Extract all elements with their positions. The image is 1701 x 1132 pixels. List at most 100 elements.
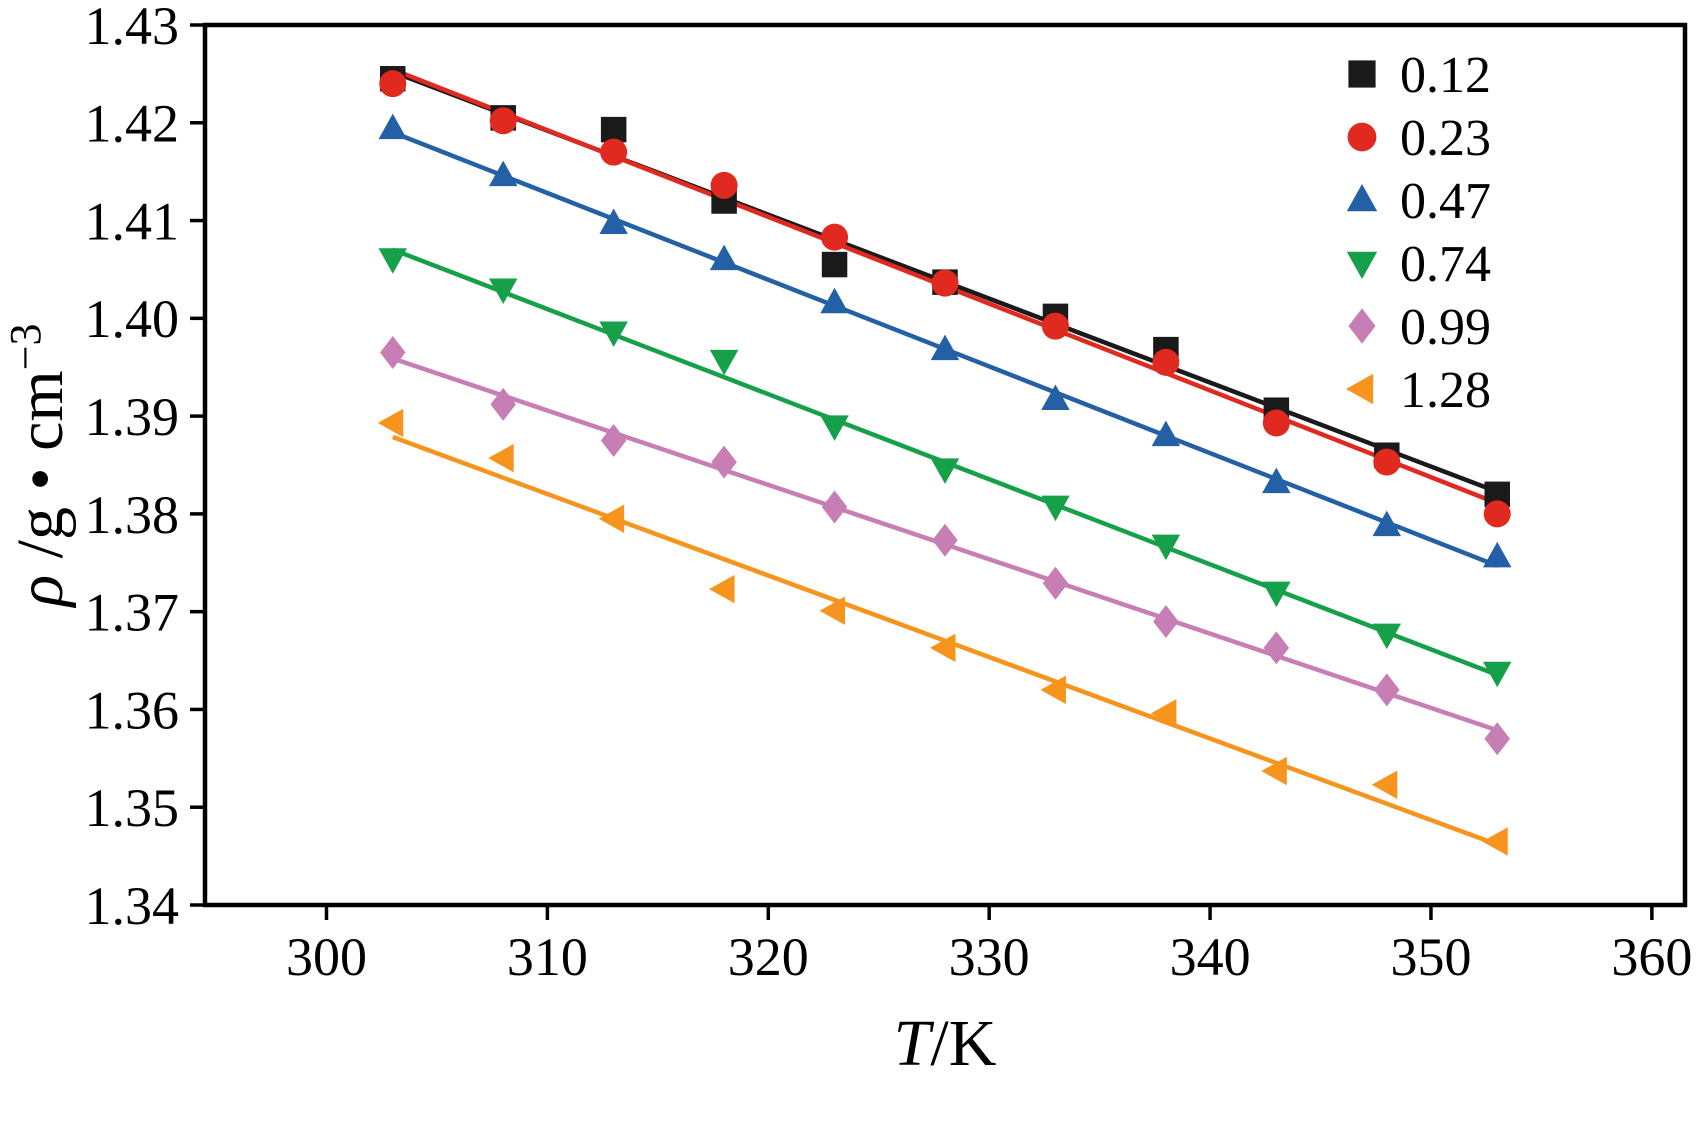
marker-0.47 — [709, 244, 739, 271]
x-tick-label: 360 — [1611, 927, 1692, 987]
marker-1.28 — [377, 408, 404, 438]
legend-entry-1.28: 1.28 — [1346, 362, 1491, 419]
plot-frame — [202, 22, 1688, 908]
legend-entry-0.12: 0.12 — [1348, 47, 1491, 104]
marker-1.28 — [1482, 827, 1508, 856]
x-tick-label: 310 — [507, 927, 588, 987]
marker-0.99 — [821, 490, 848, 524]
series-markers-0.99 — [380, 336, 1510, 756]
marker-0.47 — [1041, 384, 1070, 410]
legend-label: 0.12 — [1400, 47, 1491, 104]
legend-entry-0.99: 0.99 — [1348, 299, 1491, 356]
marker-1.28 — [1150, 699, 1177, 728]
x-axis-label: T/K — [894, 1007, 997, 1080]
y-tick-label: 1.35 — [85, 778, 180, 838]
legend-label: 0.47 — [1400, 173, 1491, 230]
marker-0.99 — [1263, 631, 1290, 665]
x-tick-label: 300 — [286, 927, 367, 987]
marker-0.23 — [1152, 348, 1180, 376]
marker-0.74 — [488, 278, 518, 304]
marker-0.99 — [1484, 722, 1510, 756]
marker-0.23 — [379, 70, 407, 98]
marker-0.23 — [1373, 448, 1401, 476]
marker-0.99 — [490, 387, 516, 421]
legend-label: 0.74 — [1400, 236, 1491, 293]
marker-1.28 — [930, 633, 956, 663]
y-tick-label: 1.36 — [85, 680, 180, 740]
marker-0.74 — [1262, 581, 1291, 608]
marker-0.23 — [1041, 312, 1069, 340]
legend-label: 1.28 — [1400, 362, 1491, 419]
marker-0.74 — [1482, 661, 1512, 688]
marker-1.28 — [488, 443, 514, 473]
marker-0.47 — [930, 334, 960, 361]
marker-0.47 — [1482, 541, 1512, 568]
marker-1.28 — [1040, 675, 1066, 705]
legend: 0.12 0.23 0.47 0.74 0.99 1.28 — [1346, 47, 1491, 419]
marker-0.23 — [600, 138, 628, 166]
marker-0.23 — [1483, 500, 1511, 528]
marker-0.99 — [1374, 673, 1400, 707]
series-markers-0.47 — [378, 113, 1512, 568]
marker-0.23 — [710, 171, 738, 199]
marker-0.47 — [1262, 467, 1291, 494]
marker-0.74 — [378, 248, 408, 274]
y-axis-label: ρ /g • cm−3 — [1, 323, 77, 608]
legend-marker-circle — [1347, 122, 1377, 152]
x-tick-label: 350 — [1390, 927, 1471, 987]
y-tick-label: 1.34 — [85, 876, 180, 936]
y-tick-label: 1.42 — [85, 94, 180, 154]
marker-1.28 — [819, 596, 846, 625]
marker-0.74 — [599, 321, 628, 348]
marker-0.23 — [931, 269, 959, 297]
marker-0.23 — [821, 223, 849, 251]
marker-1.28 — [1371, 770, 1398, 799]
y-tick-label: 1.39 — [85, 387, 180, 447]
marker-0.99 — [1042, 566, 1069, 600]
x-tick-label: 330 — [949, 927, 1030, 987]
series-markers-0.23 — [379, 70, 1511, 528]
marker-0.74 — [1041, 495, 1070, 522]
marker-0.74 — [820, 415, 849, 441]
marker-0.74 — [1372, 623, 1402, 650]
series-markers-0.74 — [378, 248, 1512, 688]
axis-ticks: 300 310 320 330 340 350 360 1.34 1.35 1.36 1.37 1.3… — [85, 0, 1693, 987]
marker-0.47 — [1151, 420, 1181, 447]
marker-0.23 — [1262, 409, 1290, 437]
legend-marker-triangle-left — [1346, 373, 1374, 405]
marker-0.47 — [488, 160, 518, 187]
marker-0.47 — [820, 287, 849, 314]
y-tick-label: 1.40 — [85, 289, 180, 349]
marker-0.99 — [711, 445, 737, 479]
marker-0.99 — [1153, 604, 1179, 638]
y-tick-label: 1.38 — [85, 485, 180, 545]
legend-marker-diamond — [1348, 308, 1376, 344]
legend-label: 0.99 — [1400, 299, 1491, 356]
data-markers — [377, 66, 1512, 856]
marker-1.28 — [1261, 756, 1287, 786]
marker-0.74 — [930, 458, 960, 484]
marker-0.74 — [709, 349, 739, 376]
y-tick-label: 1.41 — [85, 191, 180, 251]
marker-1.28 — [709, 574, 735, 604]
marker-0.12 — [821, 251, 848, 278]
marker-0.47 — [599, 208, 628, 234]
legend-label: 0.23 — [1400, 110, 1491, 167]
marker-0.74 — [1151, 534, 1181, 561]
legend-entry-0.23: 0.23 — [1347, 110, 1491, 167]
marker-0.99 — [600, 424, 627, 458]
marker-0.12 — [600, 116, 627, 143]
legend-marker-square — [1348, 60, 1376, 88]
marker-0.99 — [380, 336, 406, 370]
marker-0.99 — [932, 523, 958, 557]
marker-0.47 — [1372, 510, 1402, 537]
x-tick-label: 320 — [728, 927, 809, 987]
legend-entry-0.47: 0.47 — [1346, 173, 1491, 230]
legend-marker-triangle-up — [1346, 184, 1378, 212]
marker-0.23 — [489, 107, 517, 135]
x-tick-label: 340 — [1170, 927, 1251, 987]
y-tick-label: 1.43 — [85, 0, 180, 56]
